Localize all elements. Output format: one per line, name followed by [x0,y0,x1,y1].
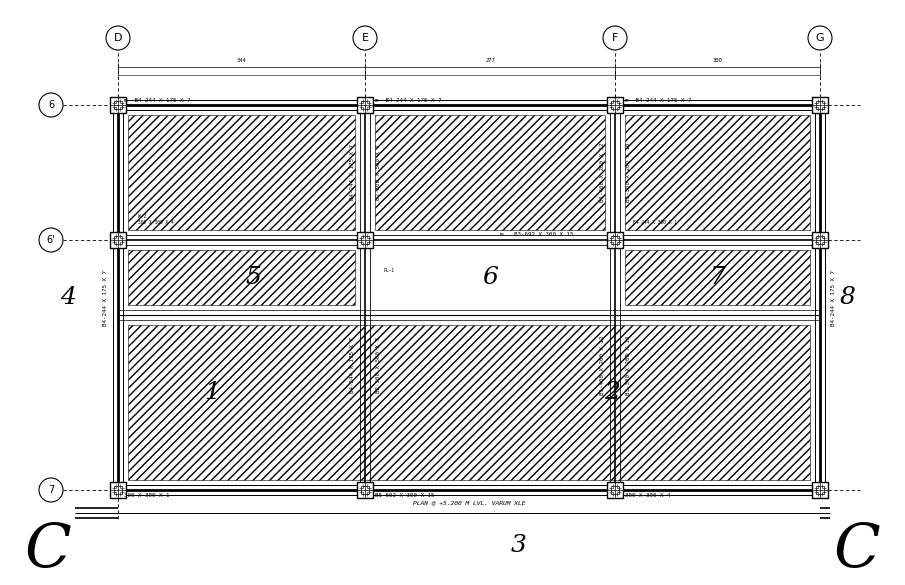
Bar [611,101,619,109]
Text: B4-244 X 175 X 7: B4-244 X 175 X 7 [349,337,355,393]
Bar [114,486,122,494]
Bar [815,486,824,494]
Text: 6': 6' [47,235,55,245]
Bar [360,486,369,494]
Text: B5-602 X 300 X 15: B5-602 X 300 X 15 [375,493,434,498]
Bar [128,250,355,305]
Text: B1-408 X 260 X 12: B1-408 X 260 X 12 [599,143,605,202]
Text: B4-244 X 300 X 1: B4-244 X 300 X 1 [633,220,677,225]
Text: 7: 7 [48,485,54,495]
Bar [815,101,824,109]
Bar [110,232,126,248]
Bar [357,232,373,248]
Text: D: D [114,33,122,43]
Text: m   B3-692 X 300 X 15: m B3-692 X 300 X 15 [500,232,574,237]
Bar [625,250,810,305]
Text: B4-244 X 175 X 7: B4-244 X 175 X 7 [349,144,355,201]
Text: C: C [24,520,71,580]
Bar [360,101,369,109]
Text: 2: 2 [605,381,621,404]
Bar [114,236,122,245]
Bar [812,482,828,498]
Bar [812,97,828,113]
Text: C: C [834,520,881,580]
Text: W-2
300 X 300 X 4: W-2 300 X 300 X 4 [138,214,174,225]
Bar [607,482,623,498]
Bar [357,482,373,498]
Text: 7: 7 [710,266,726,289]
Text: F: F [612,33,618,43]
Text: 1: 1 [204,381,220,404]
Text: E: E [361,33,368,43]
Text: 300: 300 [712,58,722,63]
Text: 8: 8 [840,286,856,309]
Bar [375,115,605,230]
Bar [110,97,126,113]
Bar [357,97,373,113]
Bar [812,232,828,248]
Bar [360,236,369,245]
Text: 3: 3 [511,534,527,556]
Bar [815,236,824,245]
Text: B4-244 X 175 X 7: B4-244 X 175 X 7 [102,270,108,325]
Bar [625,115,810,230]
Text: 5: 5 [246,266,262,289]
Text: 344: 344 [236,58,246,63]
Text: 4: 4 [60,286,76,309]
Text: 277: 277 [485,58,495,63]
Text: 6: 6 [482,266,498,289]
Text: G: G [815,33,824,43]
Text: PLAN @ +5.200 M LVL. VARUM XLE: PLAN @ +5.200 M LVL. VARUM XLE [413,500,525,505]
Text: 6: 6 [48,100,54,110]
Bar [611,236,619,245]
Bar [128,115,355,230]
Text: 300 X 300 X 1: 300 X 300 X 1 [124,493,169,498]
Bar [607,97,623,113]
Text: 300 X 300 X 4: 300 X 300 X 4 [625,493,671,498]
Bar [611,486,619,494]
Bar [110,482,126,498]
Text: B2-300 X 500 X 7: B2-300 X 500 X 7 [376,337,380,393]
Text: B1-408 X 260 X 12: B1-408 X 260 X 12 [599,335,605,395]
Text: m  B4-244 X 175 X 7: m B4-244 X 175 X 7 [375,98,442,103]
Text: PL-1: PL-1 [383,267,394,273]
Text: B3-300 X 200 X 10: B3-300 X 200 X 10 [625,143,631,202]
Text: B4-244 X 175 X 7: B4-244 X 175 X 7 [831,270,835,325]
Text: m  B4-244 X 175 X 7: m B4-244 X 175 X 7 [625,98,691,103]
Text: B3-300 X 200 X 10: B3-300 X 200 X 10 [625,335,631,395]
Bar [607,232,623,248]
Text: m  B4-244 X 175 X 7: m B4-244 X 175 X 7 [124,98,190,103]
Bar [114,101,122,109]
Bar [128,325,810,480]
Text: B2-300 X 500 X 7: B2-300 X 500 X 7 [376,144,380,201]
